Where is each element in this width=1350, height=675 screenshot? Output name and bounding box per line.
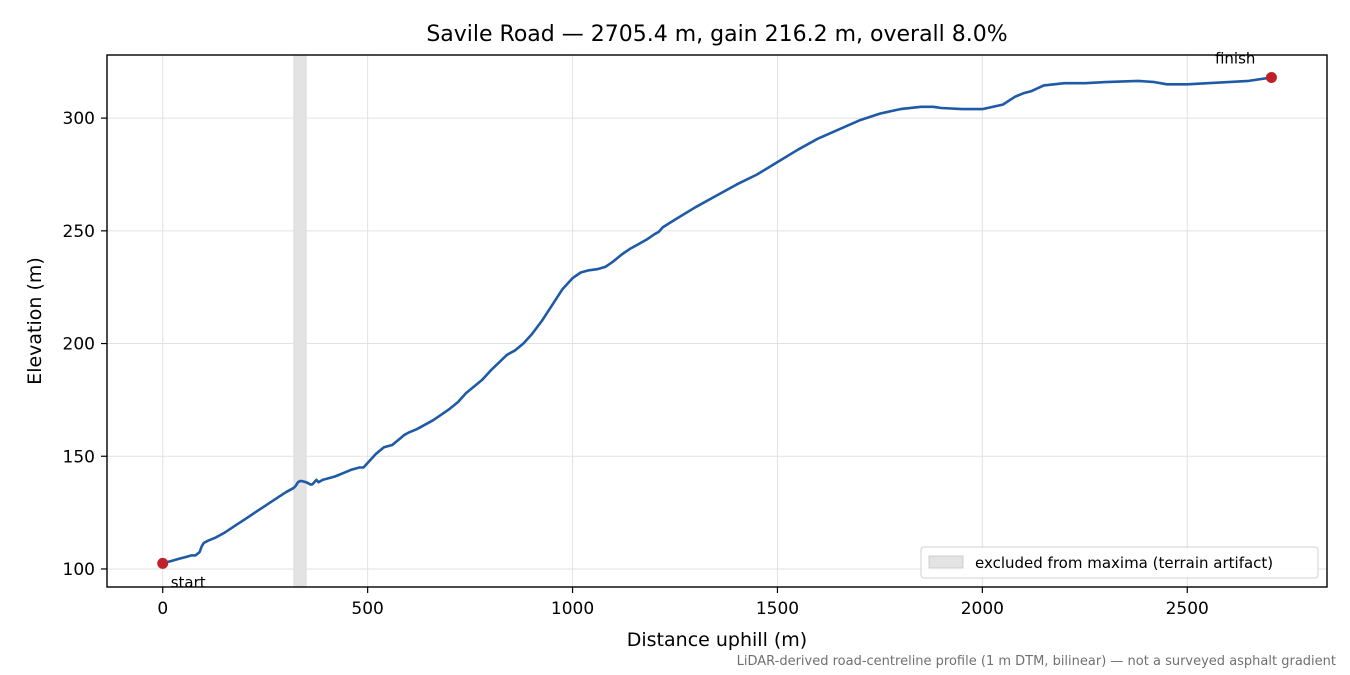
- start-label: start: [171, 573, 206, 591]
- start-point: [157, 557, 169, 569]
- x-tick-label: 0: [157, 599, 168, 619]
- elevation-line: [161, 76, 1273, 565]
- legend-label-excluded: excluded from maxima (terrain artifact): [975, 554, 1273, 572]
- excluded-band: [293, 54, 307, 588]
- y-axis-label: Elevation (m): [24, 257, 46, 385]
- y-tick-label: 200: [63, 335, 95, 355]
- legend-swatch-excluded: [928, 555, 964, 569]
- legend: excluded from maxima (terrain artifact): [920, 546, 1319, 579]
- x-tick-label: 500: [351, 599, 383, 619]
- x-axis-ticks: 0 500 1000 1500 2000 2500: [157, 587, 1209, 619]
- chart-footnote: LiDAR-derived road-centreline profile (1…: [737, 654, 1336, 669]
- x-tick-label: 2000: [961, 599, 1004, 619]
- y-tick-label: 150: [63, 447, 95, 467]
- y-tick-label: 100: [63, 560, 95, 580]
- y-tick-label: 300: [63, 109, 95, 129]
- finish-point: [1265, 72, 1277, 84]
- plot-area: start finish: [106, 50, 1328, 591]
- y-tick-label: 250: [63, 222, 95, 242]
- x-tick-label: 1500: [756, 599, 799, 619]
- legend-box: [920, 546, 1319, 579]
- x-tick-label: 2500: [1166, 599, 1209, 619]
- chart-title: Savile Road — 2705.4 m, gain 216.2 m, ov…: [426, 22, 1007, 47]
- x-tick-label: 1000: [551, 599, 594, 619]
- plot-frame: [106, 54, 1328, 588]
- x-axis-label: Distance uphill (m): [627, 629, 807, 651]
- finish-label: finish: [1215, 50, 1255, 68]
- y-axis-ticks: 100 150 200 250 300: [63, 109, 107, 580]
